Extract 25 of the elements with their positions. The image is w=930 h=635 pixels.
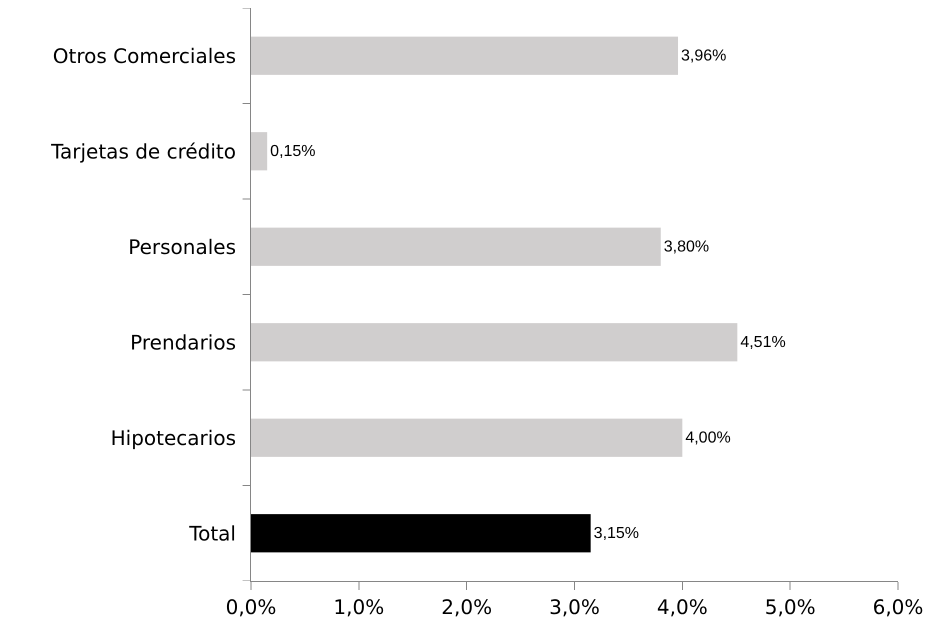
x-tick-label: 5,0%	[764, 595, 816, 619]
y-tick-label: Tarjetas de crédito	[50, 139, 236, 164]
x-tick-label: 1,0%	[333, 595, 384, 619]
data-label: 3,80%	[664, 238, 710, 256]
x-tick-label: 4,0%	[656, 595, 708, 619]
bar	[251, 228, 661, 266]
y-tick-label: Total	[188, 521, 236, 546]
x-tick-label: 3,0%	[549, 595, 600, 619]
bar	[251, 323, 738, 362]
bar	[251, 132, 268, 170]
x-tick-label: 2,0%	[441, 595, 492, 619]
data-label: 0,15%	[270, 142, 316, 160]
y-tick-label: Otros Comerciales	[52, 44, 236, 68]
bar	[251, 514, 591, 552]
y-tick-label: Personales	[128, 234, 236, 259]
y-tick-label: Hipotecarios	[110, 426, 236, 450]
data-label: 3,15%	[594, 524, 640, 542]
y-tick-label: Prendarios	[130, 330, 236, 354]
data-label: 3,96%	[681, 47, 726, 64]
x-tick-label: 6,0%	[872, 595, 924, 619]
data-label: 4,51%	[740, 334, 786, 351]
x-tick-label: 0,0%	[226, 595, 276, 619]
bar	[251, 36, 678, 75]
data-label: 4,00%	[685, 429, 731, 446]
bar	[251, 418, 682, 457]
